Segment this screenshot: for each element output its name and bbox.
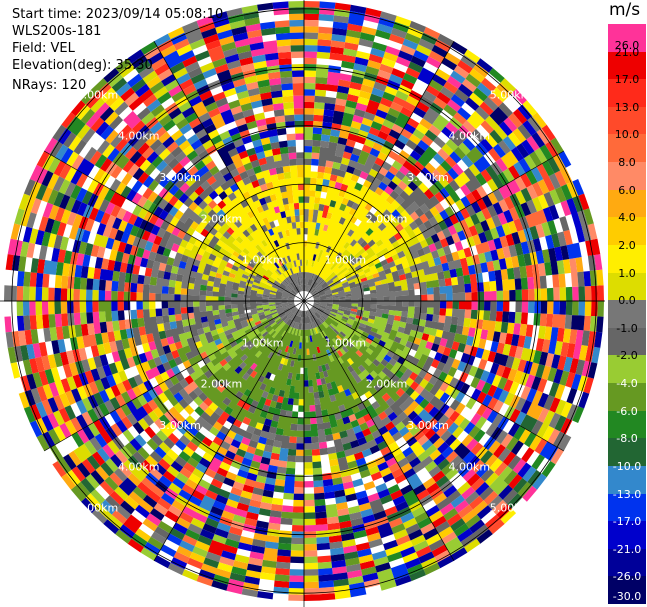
colorbar-segment (608, 465, 646, 494)
colorbar-tick-label: -21.0 (612, 542, 642, 556)
range-ring-label: 2.00km (201, 378, 243, 391)
range-ring-label: 3.00km (159, 419, 201, 432)
colorbar-tick-label: -13.0 (612, 487, 642, 501)
elevation-label: Elevation(deg): 35.30 (12, 58, 153, 73)
colorbar-tick-label: 17.0 (614, 73, 640, 87)
velocity-bins-11 (13, 20, 597, 552)
colorbar-segment (608, 383, 646, 412)
range-ring-label: 4.00km (118, 130, 160, 143)
colorbar-tick-label: -2.0 (616, 349, 638, 363)
colorbar-segment (608, 521, 646, 550)
range-ring-label: 1.00km (325, 336, 367, 349)
colorbar-segment (608, 162, 646, 191)
colorbar-segment (608, 438, 646, 467)
velocity-bins-18 (17, 1, 591, 583)
velocity-bins-12 (14, 1, 598, 591)
range-ring-label: 5.00km (490, 502, 532, 515)
colorbar-segment (608, 327, 646, 356)
colorbar-segment (608, 51, 646, 80)
velocity-bins-15 (20, 7, 586, 587)
velocity-colorbar: 26.0 21.0 17.0 13.0 10.0 8.0 6.0 4.0 2.0 1.0 0.0 -1… (608, 24, 646, 605)
colorbar-unit: m/s (609, 0, 641, 20)
colorbar-tick-label: 10.0 (614, 128, 640, 142)
colorbar-segment (608, 493, 646, 522)
range-ring-label: 1.00km (325, 254, 367, 267)
colorbar-tick-label: 8.0 (618, 156, 636, 170)
range-ring-label: 5.00km (77, 502, 119, 515)
colorbar-segment (608, 134, 646, 163)
range-ring-label: 4.00km (118, 460, 160, 473)
colorbar-tick-label: -26.0 (612, 570, 642, 584)
azimuth-spoke (303, 150, 564, 302)
colorbar-tick-label: 6.0 (618, 183, 636, 197)
colorbar-segment (608, 217, 646, 246)
colorbar-tick-label: 4.0 (618, 211, 636, 225)
azimuth-spoke (303, 300, 564, 452)
start-time-label: Start time: 2023/09/14 05:08:10 (12, 7, 224, 22)
azimuth-spoke (303, 41, 455, 302)
colorbar-tick-label: -1.0 (616, 321, 638, 335)
range-ring-label: 2.00km (366, 212, 408, 225)
range-ring-label: 2.00km (366, 378, 408, 391)
range-ring-label: 5.00km (77, 88, 119, 101)
colorbar-tick-label: -30.0 (612, 590, 642, 603)
colorbar-tick-label: 0.0 (618, 294, 636, 308)
colorbar-segment (608, 24, 646, 52)
azimuth-spoke (303, 300, 455, 561)
range-ring-label: 4.00km (449, 460, 491, 473)
range-ring-label: 3.00km (159, 171, 201, 184)
colorbar-tick-label: 26.0 (614, 39, 640, 53)
colorbar-segment (608, 79, 646, 108)
velocity-ray-bins (4, 1, 605, 602)
colorbar-segment (608, 189, 646, 218)
range-ring-label: 1.00km (242, 254, 284, 267)
velocity-bins-19 (42, 4, 603, 600)
range-ring-label: 2.00km (201, 212, 243, 225)
azimuth-spoke (44, 300, 305, 452)
instrument-label: WLS200s-181 (12, 24, 102, 39)
colorbar-segment (608, 548, 646, 577)
range-ring-label: 5.00km (490, 88, 532, 101)
scan-info-panel: Start time: 2023/09/14 05:08:10 WLS200s-… (12, 6, 223, 94)
range-ring-label: 3.00km (407, 419, 449, 432)
colorbar-tick-label: 21.0 (614, 45, 640, 59)
colorbar-tick-label: -8.0 (616, 432, 638, 446)
range-ring-labels: 1.00km 1.00km 1.00km 1.00km 2.00km 2.00km 2.00… (77, 88, 532, 514)
range-ring-label: 4.00km (449, 130, 491, 143)
colorbar-segment (608, 300, 646, 329)
range-ring-label: 1.00km (242, 336, 284, 349)
ppi-scan-plot: 1.00km 1.00km 1.00km 1.00km 2.00km 2.00km 2.00… (0, 0, 605, 607)
azimuth-spoke (44, 150, 305, 302)
range-ring-label: 3.00km (407, 171, 449, 184)
colorbar-segment (608, 355, 646, 384)
velocity-bins-17 (17, 1, 585, 598)
colorbar-segment (608, 244, 646, 273)
colorbar-segment (608, 410, 646, 439)
nrays-label: NRays: 120 (12, 78, 87, 93)
colorbar-tick-label: -6.0 (616, 404, 638, 418)
velocity-bins-9 (18, 38, 567, 583)
velocity-bins-8 (10, 15, 588, 600)
azimuth-spoke (153, 300, 305, 561)
colorbar-tick-label: 2.0 (618, 238, 636, 252)
velocity-bins-13 (7, 17, 604, 582)
colorbar-tick-label: -17.0 (612, 515, 642, 529)
colorbar-segment (608, 272, 646, 301)
azimuth-spokes (0, 0, 605, 607)
colorbar-tick-label: -4.0 (616, 377, 638, 391)
colorbar-tick-label: -10.0 (612, 459, 642, 473)
azimuth-spoke (153, 41, 305, 302)
colorbar-segment (608, 576, 646, 605)
field-label: Field: VEL (12, 41, 75, 56)
colorbar-tick-label: 13.0 (614, 100, 640, 114)
colorbar-tick-label: 1.0 (618, 266, 636, 280)
colorbar-segment (608, 106, 646, 135)
